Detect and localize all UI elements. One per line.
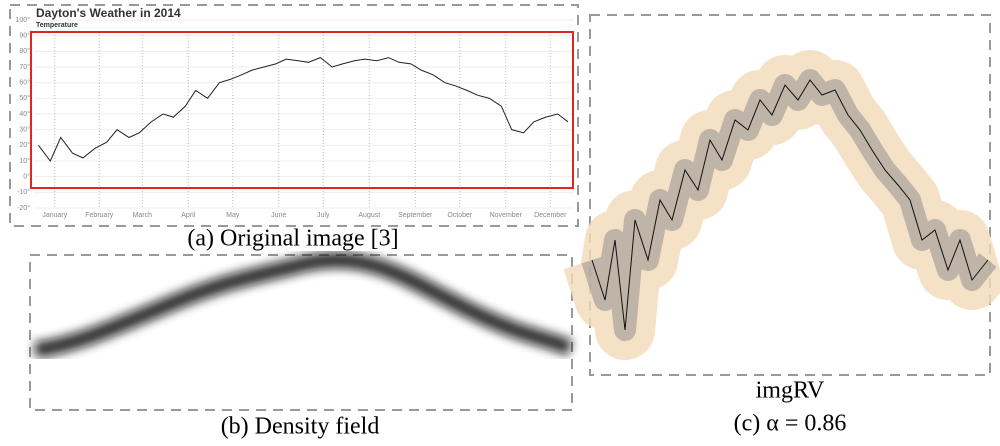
- chart-title: Dayton's Weather in 2014: [36, 6, 181, 20]
- y-tick-label: -20°: [17, 204, 30, 212]
- y-tick-label: 20°: [19, 141, 30, 149]
- density-field: [33, 252, 573, 358]
- y-tick-label: 50°: [19, 94, 30, 102]
- y-tick-label: 90°: [19, 32, 30, 40]
- caption-c-title: imgRV: [756, 378, 825, 404]
- x-tick-label: November: [490, 212, 523, 219]
- x-tick-label: December: [534, 212, 567, 219]
- x-tick-label: March: [133, 212, 153, 219]
- y-tick-label: 0°: [23, 173, 30, 181]
- highlight-box: [30, 31, 574, 189]
- y-tick-label: 100°: [16, 16, 31, 24]
- x-tick-label: June: [271, 212, 286, 219]
- caption-a: (a) Original image [3]: [187, 226, 398, 252]
- y-tick-label: 70°: [19, 63, 30, 71]
- x-tick-label: April: [181, 212, 195, 219]
- y-tick-label: 80°: [19, 47, 30, 55]
- x-tick-label: May: [226, 212, 240, 219]
- caption-c: (c) α = 0.86: [734, 411, 847, 437]
- temperature-line: [38, 57, 569, 162]
- x-tick-label: July: [317, 212, 330, 219]
- x-tick-label: September: [398, 212, 433, 219]
- temperature-line: [591, 79, 989, 331]
- y-tick-label: -10°: [17, 188, 30, 196]
- chart-subtitle: Temperature: [36, 22, 78, 29]
- y-tick-label: 40°: [19, 110, 30, 118]
- x-tick-label: August: [358, 212, 380, 219]
- x-tick-label: October: [447, 212, 473, 219]
- y-tick-label: 10°: [19, 157, 30, 165]
- panel-a-frame: [9, 4, 579, 227]
- x-tick-label: January: [42, 212, 67, 219]
- x-tick-label: February: [85, 212, 114, 219]
- panel-b-frame: [29, 254, 573, 411]
- y-tick-label: 30°: [19, 126, 30, 134]
- caption-b: (b) Density field: [221, 414, 380, 440]
- y-tick-label: 60°: [19, 79, 30, 87]
- panel-c-frame: [589, 14, 991, 376]
